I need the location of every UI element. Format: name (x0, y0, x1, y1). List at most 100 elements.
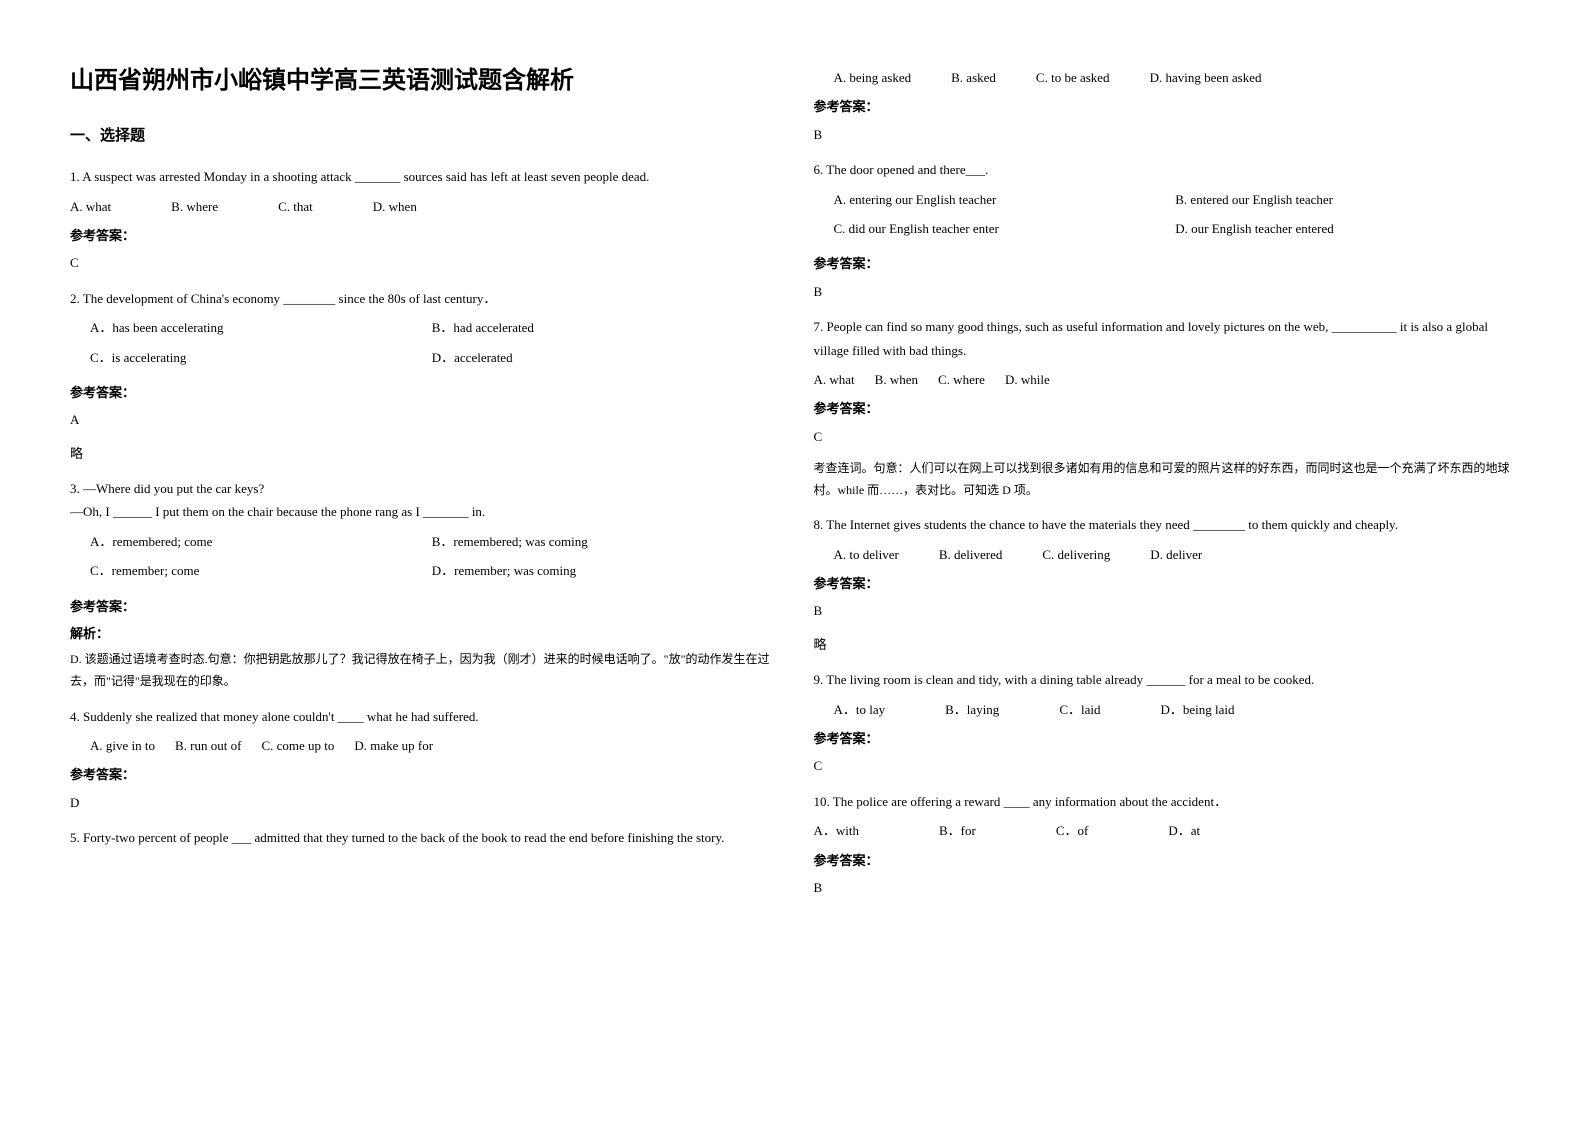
option-b: B. run out of (175, 734, 241, 757)
question-text: 9. The living room is clean and tidy, wi… (814, 668, 1518, 691)
question-8: 8. The Internet gives students the chanc… (814, 513, 1518, 656)
note: 略 (70, 442, 774, 465)
option-d: D. while (1005, 368, 1050, 391)
question-text: 5. Forty-two percent of people ___ admit… (70, 826, 774, 849)
option-b: B. delivered (939, 543, 1003, 566)
question-text: 2. The development of China's economy __… (70, 287, 774, 310)
answer-label: 参考答案： (814, 252, 1518, 275)
option-c: C. where (938, 368, 985, 391)
answer-label: 参考答案： (814, 95, 1518, 118)
option-a: A. what (814, 368, 855, 391)
answer-label: 参考答案： (814, 849, 1518, 872)
section-header: 一、选择题 (70, 123, 774, 150)
left-column: 山西省朔州市小峪镇中学高三英语测试题含解析 一、选择题 1. A suspect… (50, 60, 794, 1062)
question-text: 7. People can find so many good things, … (814, 315, 1518, 362)
question-10: 10. The police are offering a reward ___… (814, 790, 1518, 900)
analysis-label: 解析： (70, 622, 774, 645)
answer: C (814, 754, 1518, 777)
option-a: A. what (70, 195, 111, 218)
option-b: B. when (875, 368, 918, 391)
option-a: A．has been accelerating (90, 316, 432, 339)
question-text: 1. A suspect was arrested Monday in a sh… (70, 165, 774, 188)
options: A. to deliver B. delivered C. delivering… (834, 543, 1518, 566)
option-c: C. to be asked (1036, 66, 1110, 89)
option-a: A. to deliver (834, 543, 899, 566)
answer: C (70, 251, 774, 274)
question-2: 2. The development of China's economy __… (70, 287, 774, 465)
options: A. what B. when C. where D. while (814, 368, 1518, 391)
option-c: C．is accelerating (90, 346, 432, 369)
options: A．has been accelerating B．had accelerate… (90, 316, 774, 375)
option-a: A. being asked (834, 66, 912, 89)
options: A. entering our English teacher B. enter… (834, 188, 1518, 247)
option-b: B. entered our English teacher (1175, 188, 1517, 211)
option-c: C．laid (1059, 698, 1100, 721)
option-a: A．with (814, 819, 860, 842)
option-c: C. did our English teacher enter (834, 217, 1176, 240)
question-3: 3. —Where did you put the car keys? —Oh,… (70, 477, 774, 693)
option-d: D．at (1168, 819, 1200, 842)
question-1: 1. A suspect was arrested Monday in a sh… (70, 165, 774, 275)
question-6: 6. The door opened and there___. A. ente… (814, 158, 1518, 303)
question-7: 7. People can find so many good things, … (814, 315, 1518, 501)
answer-label: 参考答案： (70, 595, 774, 618)
question-5-continued: A. being asked B. asked C. to be asked D… (814, 66, 1518, 146)
option-b: B. where (171, 195, 218, 218)
analysis: D. 该题通过语境考查时态.句意：你把钥匙放那儿了？我记得放在椅子上，因为我（刚… (70, 649, 774, 692)
note: 略 (814, 633, 1518, 656)
right-column: A. being asked B. asked C. to be asked D… (794, 60, 1538, 1062)
answer: D (70, 791, 774, 814)
answer: B (814, 123, 1518, 146)
option-b: B．remembered; was coming (432, 530, 774, 553)
option-a: A．remembered; come (90, 530, 432, 553)
answer: B (814, 280, 1518, 303)
question-5: 5. Forty-two percent of people ___ admit… (70, 826, 774, 849)
answer: C (814, 425, 1518, 448)
option-d: D．remember; was coming (432, 559, 774, 582)
options: A. what B. where C. that D. when (70, 195, 774, 218)
option-c: C. delivering (1042, 543, 1110, 566)
options: A．to lay B．laying C．laid D．being laid (834, 698, 1518, 721)
option-c: C．remember; come (90, 559, 432, 582)
answer: A (70, 408, 774, 431)
option-d: D. deliver (1150, 543, 1202, 566)
answer-label: 参考答案： (814, 397, 1518, 420)
options: A．remembered; come B．remembered; was com… (90, 530, 774, 589)
option-b: B．for (939, 819, 976, 842)
option-d: D. our English teacher entered (1175, 217, 1517, 240)
option-a: A．to lay (834, 698, 886, 721)
answer-label: 参考答案： (70, 224, 774, 247)
option-d: D. when (373, 195, 417, 218)
option-a: A. give in to (90, 734, 155, 757)
answer-label: 参考答案： (70, 381, 774, 404)
answer-label: 参考答案： (814, 727, 1518, 750)
option-d: D. make up for (354, 734, 433, 757)
option-d: D. having been asked (1150, 66, 1262, 89)
analysis: 考查连词。句意：人们可以在网上可以找到很多诸如有用的信息和可爱的照片这样的好东西… (814, 458, 1518, 501)
question-text-2: —Oh, I ______ I put them on the chair be… (70, 500, 774, 523)
option-b: B. asked (951, 66, 996, 89)
options: A. being asked B. asked C. to be asked D… (834, 66, 1518, 89)
question-4: 4. Suddenly she realized that money alon… (70, 705, 774, 815)
question-text: 8. The Internet gives students the chanc… (814, 513, 1518, 536)
option-c: C. that (278, 195, 313, 218)
question-text: 10. The police are offering a reward ___… (814, 790, 1518, 813)
question-9: 9. The living room is clean and tidy, wi… (814, 668, 1518, 778)
options: A．with B．for C．of D．at (814, 819, 1518, 842)
option-c: C. come up to (261, 734, 334, 757)
options: A. give in to B. run out of C. come up t… (90, 734, 774, 757)
answer: B (814, 876, 1518, 899)
answer: B (814, 599, 1518, 622)
question-text-1: 3. —Where did you put the car keys? (70, 477, 774, 500)
option-a: A. entering our English teacher (834, 188, 1176, 211)
option-b: B．had accelerated (432, 316, 774, 339)
question-text: 6. The door opened and there___. (814, 158, 1518, 181)
page-title: 山西省朔州市小峪镇中学高三英语测试题含解析 (70, 60, 774, 103)
answer-label: 参考答案： (70, 763, 774, 786)
option-b: B．laying (945, 698, 999, 721)
question-text: 4. Suddenly she realized that money alon… (70, 705, 774, 728)
option-c: C．of (1056, 819, 1089, 842)
option-d: D．being laid (1160, 698, 1234, 721)
option-d: D．accelerated (432, 346, 774, 369)
answer-label: 参考答案： (814, 572, 1518, 595)
